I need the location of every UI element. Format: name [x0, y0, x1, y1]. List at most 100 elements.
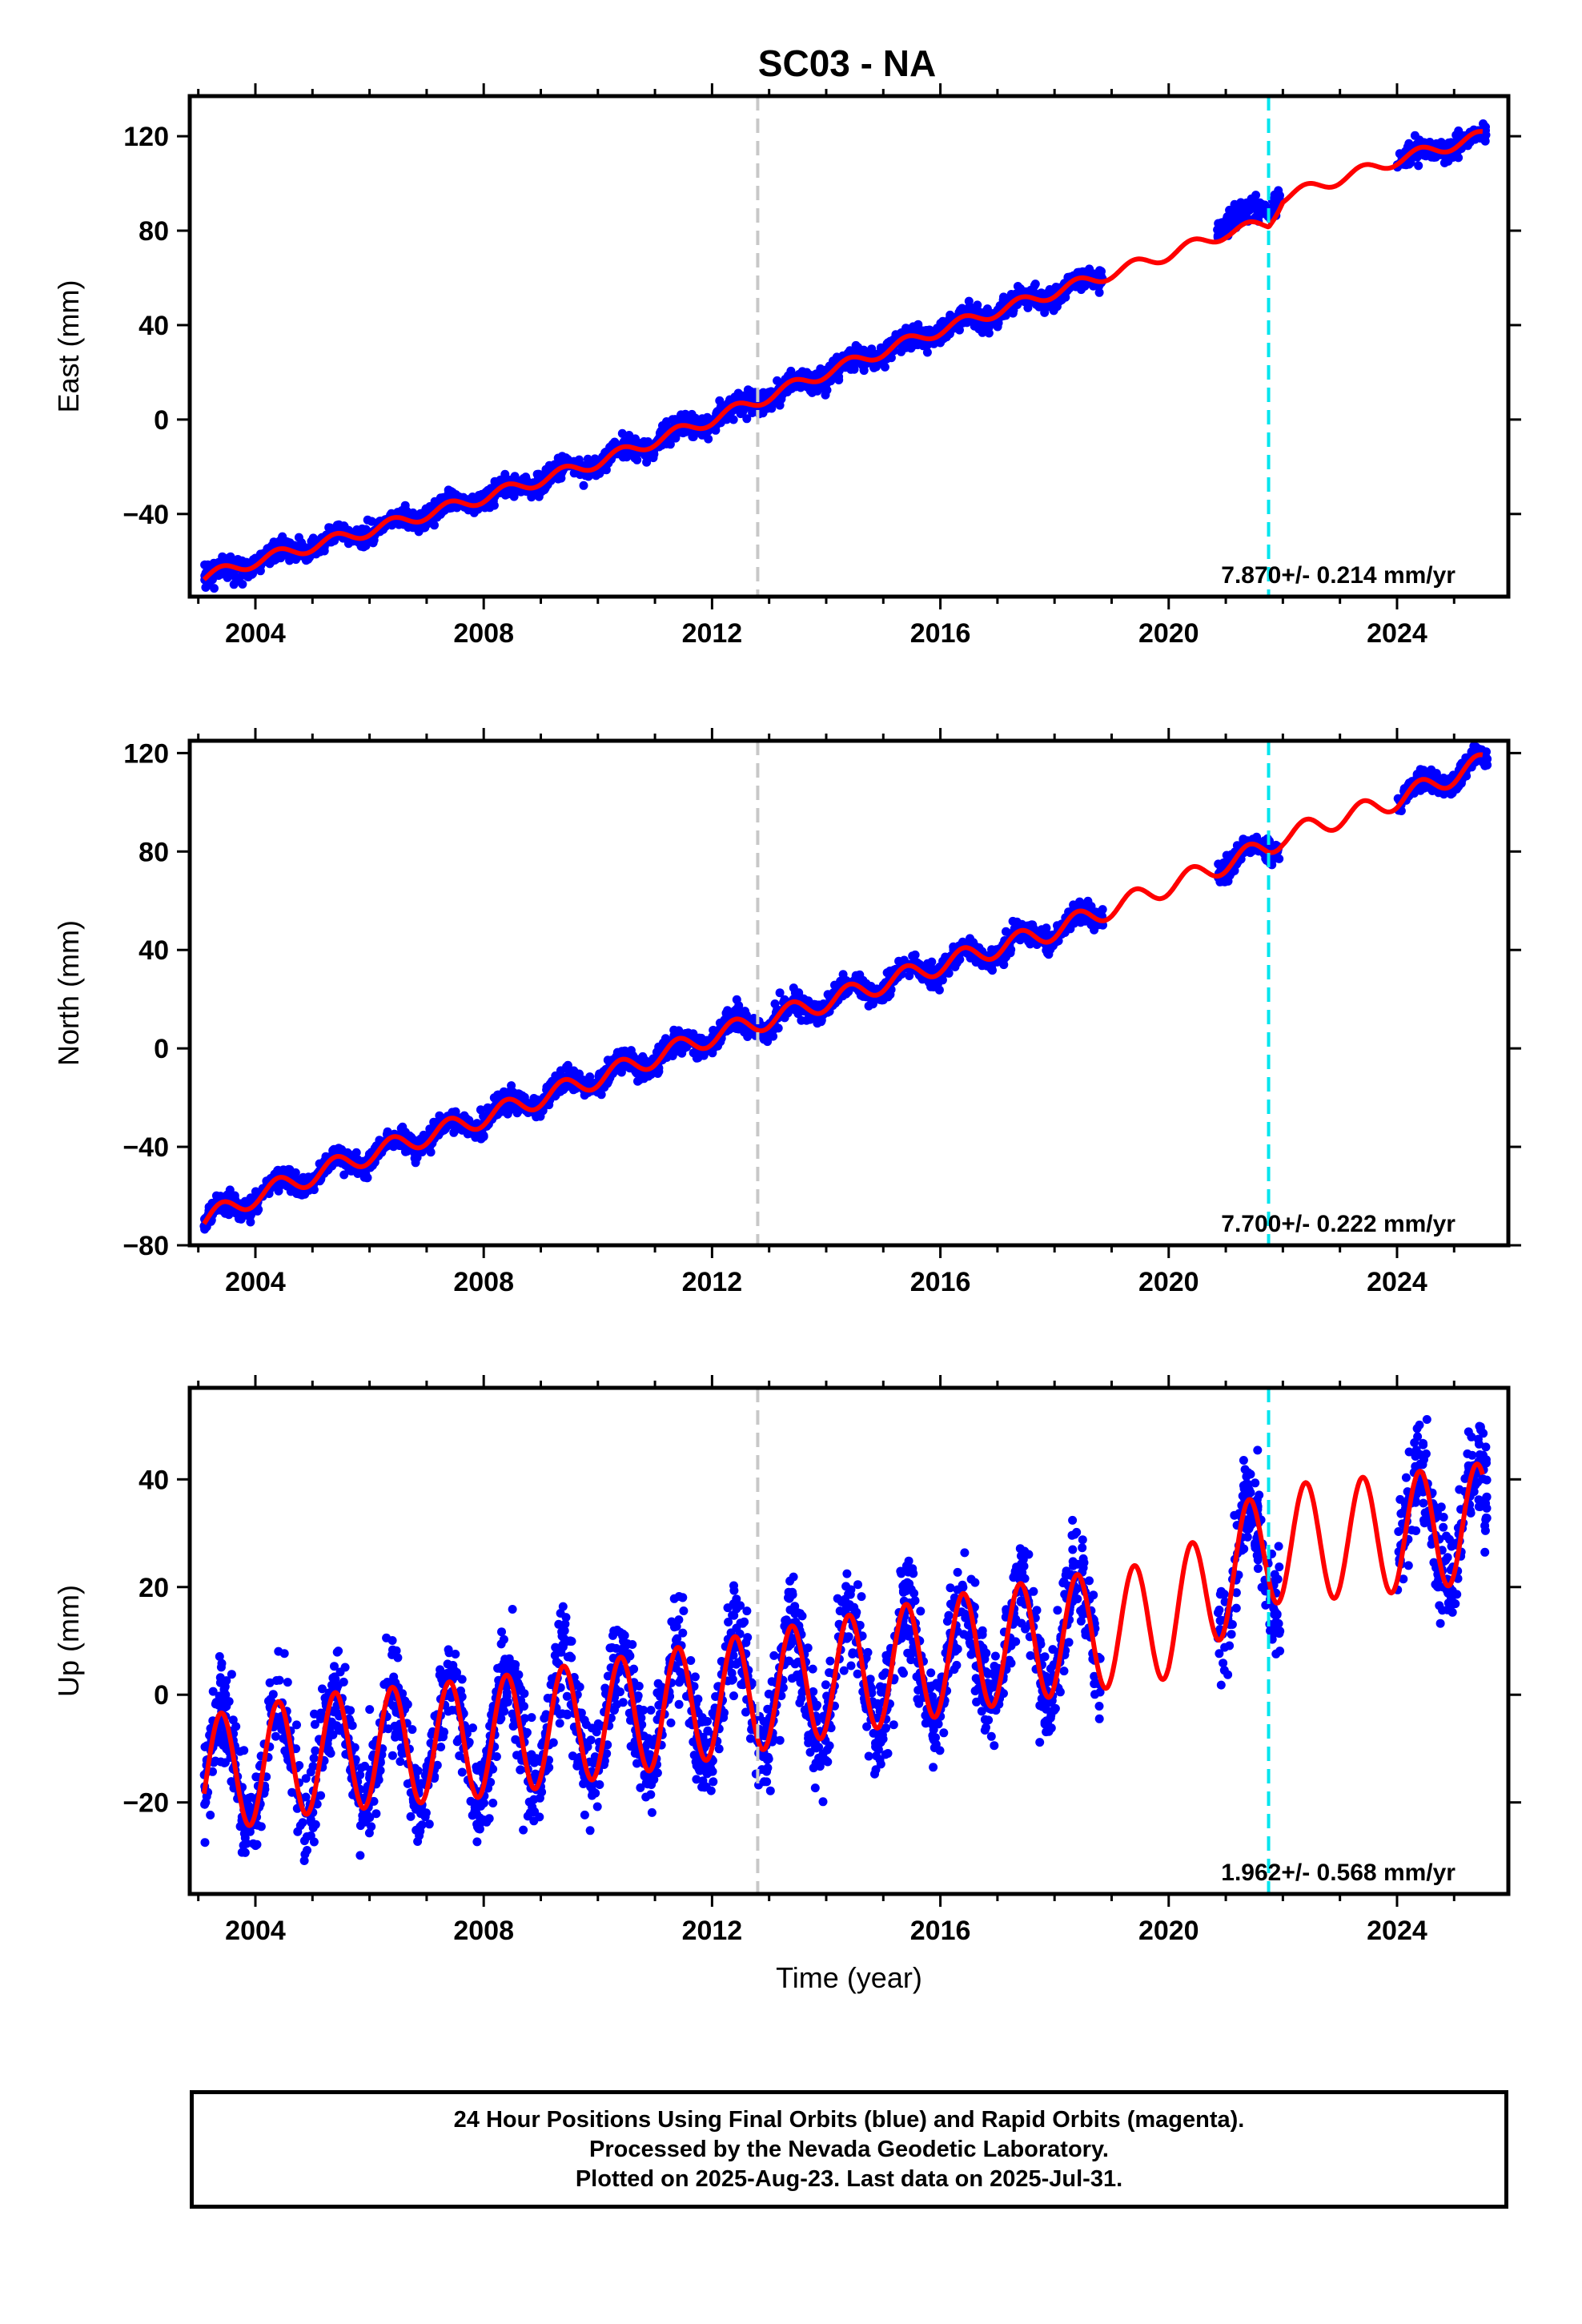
- data-point: [821, 390, 830, 400]
- data-point: [246, 1217, 255, 1227]
- data-point: [643, 437, 652, 446]
- x-tick-label: 2016: [910, 618, 971, 649]
- data-point: [697, 1033, 706, 1043]
- data-point: [274, 1186, 283, 1196]
- data-point: [715, 396, 725, 405]
- data-point: [807, 388, 817, 397]
- data-point: [537, 487, 547, 497]
- data-point: [557, 452, 567, 461]
- data-point: [359, 542, 368, 552]
- chart-panel-1: 2004 2008 2012 2016 2020 2024−4004080120East …: [52, 83, 1521, 649]
- data-point: [831, 354, 841, 364]
- data-point: [556, 473, 566, 483]
- data-point: [852, 343, 861, 352]
- data-point: [805, 1015, 815, 1024]
- data-point: [1094, 287, 1104, 297]
- data-point: [742, 414, 752, 424]
- data-point: [308, 533, 318, 543]
- y-tick-label: 120: [123, 122, 169, 152]
- data-point: [635, 1076, 644, 1085]
- data-point: [998, 296, 1008, 304]
- data-point: [1080, 916, 1090, 926]
- data-point: [1216, 861, 1226, 870]
- data-point: [704, 434, 713, 444]
- y-tick-label: 0: [154, 405, 169, 436]
- data-point: [910, 339, 920, 348]
- data-point: [400, 508, 409, 517]
- data-point: [1414, 161, 1423, 171]
- data-point: [383, 1127, 392, 1136]
- data-point: [882, 968, 892, 978]
- data-point: [479, 1132, 488, 1141]
- data-point: [649, 449, 659, 459]
- data-point: [966, 953, 975, 963]
- rate-annotation: 7.870+/- 0.214 mm/yr: [1221, 562, 1456, 589]
- data-point: [401, 1147, 410, 1156]
- data-point: [743, 385, 753, 395]
- data-point: [793, 1009, 803, 1019]
- data-point: [908, 951, 917, 961]
- y-axis-label: East (mm): [52, 280, 85, 413]
- data-point: [1479, 119, 1488, 128]
- data-point: [681, 409, 690, 419]
- data-point: [270, 556, 279, 565]
- data-point: [548, 460, 558, 470]
- data-point: [246, 1193, 255, 1203]
- data-point: [209, 558, 219, 568]
- data-point: [921, 326, 931, 335]
- data-point: [1036, 289, 1046, 299]
- data-point: [927, 957, 937, 967]
- data-point: [285, 553, 295, 563]
- data-point: [922, 348, 932, 357]
- data-point: [590, 454, 600, 464]
- data-point: [741, 1007, 749, 1016]
- data-point: [1481, 126, 1490, 135]
- data-point: [897, 343, 907, 352]
- data-point: [233, 555, 243, 564]
- x-tick-label: 2020: [1138, 618, 1199, 649]
- data-point: [327, 537, 336, 547]
- data-point: [1436, 138, 1446, 147]
- data-point: [1097, 267, 1106, 276]
- data-point: [901, 324, 910, 333]
- y-tick-label: 80: [139, 216, 169, 247]
- chart-panel-2: 2004 2008 2012 2016 2020 2024−80−4004080120No…: [52, 728, 1521, 1297]
- data-point: [522, 475, 532, 485]
- data-point: [617, 428, 627, 438]
- data-point: [532, 1112, 541, 1122]
- data-point: [1240, 201, 1250, 211]
- gps-time-series-figure: SC03 - NA 2004 2008 2012 2016 2020 2024−40040…: [52, 42, 1521, 1994]
- data-point: [765, 388, 773, 397]
- data-point: [608, 440, 617, 449]
- data-point: [1226, 218, 1235, 227]
- data-point: [450, 1108, 460, 1117]
- data-point: [690, 413, 700, 423]
- data-point: [855, 970, 865, 979]
- data-point: [988, 966, 997, 975]
- data-point: [1230, 199, 1239, 209]
- data-point: [789, 983, 798, 993]
- data-point: [1448, 153, 1458, 162]
- x-tick-label: 2008: [453, 618, 514, 649]
- data-point: [748, 408, 757, 417]
- data-point: [1030, 281, 1039, 291]
- data-point: [735, 390, 745, 400]
- data-point: [210, 584, 219, 593]
- data-point: [1255, 205, 1264, 215]
- data-point: [716, 403, 725, 412]
- data-point: [639, 1054, 648, 1063]
- data-point: [584, 472, 593, 481]
- x-tick-label: 2004: [225, 618, 286, 649]
- x-tick-label: 2012: [682, 618, 743, 649]
- data-point: [231, 576, 241, 585]
- data-point: [859, 365, 869, 375]
- data-point: [1439, 158, 1449, 167]
- data-point: [836, 976, 845, 986]
- data-point: [329, 1144, 339, 1154]
- data-point: [1247, 194, 1256, 203]
- data-point: [665, 438, 674, 448]
- data-point: [363, 515, 372, 525]
- data-point: [671, 433, 681, 443]
- data-point: [507, 1081, 516, 1091]
- data-point: [848, 358, 857, 368]
